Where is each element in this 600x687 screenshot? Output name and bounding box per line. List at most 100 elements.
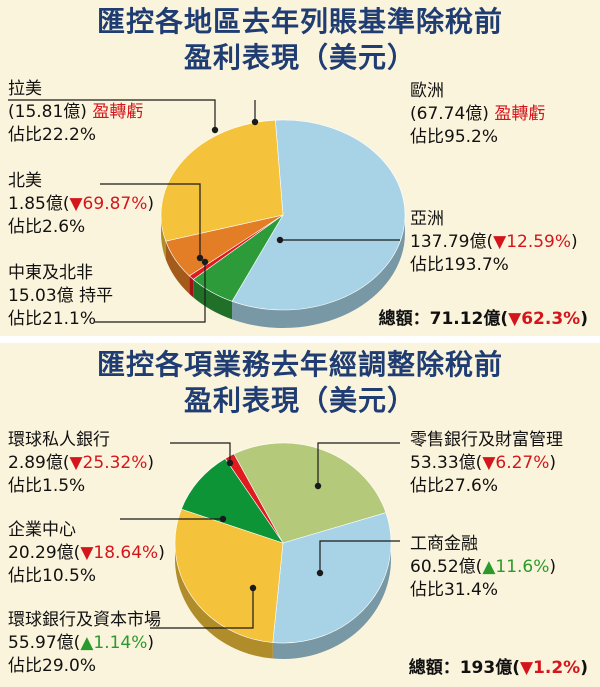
mena-value: 15.03億 (8, 286, 74, 306)
cmb-value: 60.52億( (410, 557, 483, 577)
pie-slices (8, 99, 406, 328)
europe-share: 佔比95.2% (410, 127, 499, 147)
leader-line-1 (100, 183, 201, 258)
chart1-total-value: 71.12億( (429, 309, 509, 329)
asia-share: 佔比193.7% (410, 255, 509, 275)
leader-dot-1 (196, 254, 204, 262)
chart2-total: 總額：193億(▼1.2%) (409, 653, 588, 678)
leader-line-4 (319, 540, 400, 573)
gbm-value: 55.97億( (8, 633, 81, 653)
pie-slice-3 (272, 512, 392, 644)
leader-dot-0 (211, 126, 219, 134)
private-banking-close: ) (147, 453, 155, 473)
chart1-title-line1: 匯控各地區去年列賬基準除稅前 (96, 5, 503, 38)
label-north-america: 北美 1.85億(▼69.87%) 佔比2.6% (8, 170, 154, 239)
label-asia: 亞洲 137.79億(▼12.59%) 佔比193.7% (410, 208, 578, 277)
pie-slice-side-1 (189, 275, 194, 298)
region-pie-chart (8, 99, 406, 328)
leader-line-3 (317, 442, 400, 486)
region-profit-panel: 匯控各地區去年列賬基準除稅前 盈利表現（美元） 拉美 (15.81億) 盈轉虧 … (0, 0, 600, 336)
north-america-value: 1.85億( (8, 194, 70, 214)
wpb-name: 零售銀行及財富管理 (410, 430, 563, 450)
chart1-title-line2: 盈利表現（美元） (183, 41, 416, 74)
asia-close: ) (571, 232, 578, 252)
leader-line-0 (8, 99, 216, 130)
gbm-share: 佔比29.0% (8, 656, 97, 676)
corporate-centre-share: 佔比10.5% (8, 566, 97, 586)
mena-share: 佔比21.1% (8, 309, 97, 329)
chart2-title-line1: 匯控各項業務去年經調整除稅前 (96, 348, 503, 381)
europe-value: (67.74億) (410, 104, 489, 124)
chart2-total-value: 193億( (459, 658, 520, 678)
label-mena: 中東及北非 15.03億 持平 佔比21.1% (8, 262, 113, 331)
pie-slice-3 (231, 119, 406, 311)
chart1-total-change: ▼62.3% (508, 309, 581, 329)
corporate-centre-change: ▼18.64% (80, 543, 159, 563)
chart2-total-change: ▼1.2% (519, 658, 581, 678)
gbm-change: ▲1.14% (80, 633, 148, 653)
pie-slice-side-3 (272, 543, 391, 659)
cmb-change: ▲11.6% (482, 557, 550, 577)
pie-slice-1 (180, 458, 284, 544)
pie-slice-4 (160, 119, 284, 242)
label-gbm: 環球銀行及資本市場 55.97億(▲1.14%) 佔比29.0% (8, 609, 161, 678)
leader-dot-4 (316, 569, 324, 577)
asia-name: 亞洲 (410, 209, 444, 229)
cmb-name: 工商金融 (410, 534, 478, 554)
wpb-change: ▼6.27% (482, 453, 550, 473)
chart2-title-line2: 盈利表現（美元） (183, 384, 416, 417)
north-america-share: 佔比2.6% (8, 217, 86, 237)
pie-slice-side-3 (232, 215, 405, 328)
wpb-close: ) (549, 453, 557, 473)
private-banking-share: 佔比1.5% (8, 476, 86, 496)
leader-dot-2 (201, 258, 209, 266)
leader-line-0 (170, 442, 231, 463)
leader-dot-3 (251, 118, 259, 126)
latam-share: 佔比22.2% (8, 125, 97, 145)
wpb-share: 佔比27.6% (410, 476, 499, 496)
mena-change: 持平 (79, 286, 114, 306)
gbm-name: 環球銀行及資本市場 (8, 610, 161, 630)
chart1-total-close: ) (580, 309, 588, 329)
north-america-name: 北美 (8, 171, 42, 191)
corporate-centre-name: 企業中心 (8, 520, 76, 540)
leader-dot-1 (219, 515, 227, 523)
chart2-total-label: 總額： (408, 658, 460, 678)
cmb-close: ) (549, 557, 557, 577)
private-banking-change: ▼25.32% (69, 453, 148, 473)
asia-value: 137.79億( (410, 232, 494, 252)
europe-change: 盈轉虧 (494, 104, 546, 124)
north-america-change: ▼69.87% (69, 194, 148, 214)
pie-slice-2 (174, 508, 284, 643)
chart1-total: 總額：71.12億(▼62.3%) (379, 304, 588, 329)
leader-dot-0 (226, 459, 234, 467)
latam-name: 拉美 (8, 79, 42, 99)
gbm-close: ) (147, 633, 155, 653)
corporate-centre-value: 20.29億( (8, 543, 81, 563)
cmb-share: 佔比31.4% (410, 580, 499, 600)
latam-value: (15.81億) (8, 102, 87, 122)
leader-dot-2 (249, 584, 257, 592)
europe-name: 歐洲 (410, 81, 444, 101)
mena-name: 中東及北非 (8, 263, 93, 283)
wpb-value: 53.33億( (410, 453, 483, 473)
north-america-close: ) (147, 194, 155, 214)
label-private-banking: 環球私人銀行 2.89億(▼25.32%) 佔比1.5% (8, 429, 154, 498)
label-latam: 拉美 (15.81億) 盈轉虧 佔比22.2% (8, 78, 143, 147)
latam-change: 盈轉虧 (92, 102, 144, 122)
corporate-centre-close: ) (158, 543, 165, 563)
chart1-total-label: 總額： (378, 309, 430, 329)
label-cmb: 工商金融 60.52億(▲11.6%) 佔比31.4% (410, 533, 556, 602)
pie-slice-side-2 (193, 279, 233, 320)
label-europe: 歐洲 (67.74億) 盈轉虧 佔比95.2% (410, 80, 545, 149)
asia-change: ▼12.59% (493, 232, 572, 252)
leader-line-2 (150, 588, 254, 629)
private-banking-value: 2.89億( (8, 453, 70, 473)
pie-slice-side-4 (161, 215, 166, 260)
label-corporate-centre: 企業中心 20.29億(▼18.64%) 佔比10.5% (8, 519, 165, 588)
business-pie-chart (120, 442, 400, 659)
business-profit-panel: 匯控各項業務去年經調整除稅前 盈利表現（美元） 環球私人銀行 2.89億(▼25… (0, 343, 600, 687)
leader-dot-3 (314, 482, 322, 490)
chart2-total-close: ) (580, 658, 588, 678)
pie-slices (120, 442, 400, 659)
